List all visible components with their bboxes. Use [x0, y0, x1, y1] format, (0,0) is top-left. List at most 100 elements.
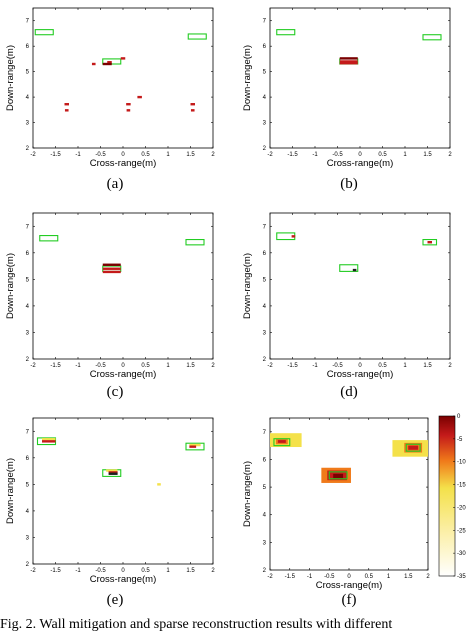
detection-point [157, 483, 161, 486]
subfigure-label-b: (b) [340, 176, 358, 192]
x-tick-label: -1.5 [50, 568, 61, 574]
target-box [422, 34, 442, 41]
y-tick-label: 5 [263, 485, 267, 491]
y-tick-label: 7 [263, 430, 267, 436]
x-tick-label: 1 [166, 363, 170, 369]
chart-svg: -2 -1.5 -1 -0.5 0 0.5 1 1.5 2 2 3 4 5 6 7 Cross-range(m… [5, 212, 215, 380]
y-tick-label: 6 [26, 456, 30, 462]
x-tick-label: -1 [75, 152, 81, 158]
y-tick-label: 6 [263, 457, 267, 463]
y-axis-label: Down-range(m) [5, 253, 16, 319]
figure-caption: Fig. 2. Wall mitigation and sparse recon… [0, 617, 393, 631]
x-tick-label: 2 [211, 568, 215, 574]
x-tick-label: -1.5 [287, 152, 298, 158]
x-axis-label: Cross-range(m) [327, 369, 394, 380]
x-tick-label: -1.5 [50, 152, 61, 158]
x-tick-label: 2 [448, 152, 452, 158]
target-box [185, 238, 205, 246]
x-tick-label: 1.5 [186, 568, 195, 574]
detection-point [64, 109, 69, 112]
x-axis-label: Cross-range(m) [90, 369, 157, 380]
y-axis-label: Down-range(m) [5, 458, 16, 524]
detection-point [189, 445, 197, 448]
detection-point [339, 62, 358, 65]
x-tick-label: -1 [75, 363, 81, 369]
x-tick-label: -0.5 [95, 152, 106, 158]
target-box [34, 29, 54, 36]
heatmap-cell [333, 473, 344, 479]
detection-point [291, 235, 296, 238]
x-tick-label: -1 [312, 363, 318, 369]
y-tick-label: 6 [263, 251, 267, 257]
colorbar-tick-label: -20 [457, 505, 466, 511]
detection-point [102, 263, 121, 266]
y-tick-label: 5 [263, 70, 267, 76]
x-axis-label: Cross-range(m) [90, 574, 157, 585]
x-tick-label: -2 [267, 152, 273, 158]
x-tick-label: 2 [426, 574, 430, 580]
x-tick-label: -2 [30, 152, 36, 158]
y-tick-label: 7 [26, 19, 30, 25]
panel-c: -2 -1.5 -1 -0.5 0 0.5 1 1.5 2 2 3 4 5 6 7 Cross-range(m… [0, 205, 237, 405]
y-tick-label: 6 [263, 44, 267, 50]
target-box [422, 238, 438, 246]
heatmap-cell [277, 440, 286, 443]
x-tick-label: 0.5 [141, 568, 150, 574]
detection-point [126, 109, 131, 112]
x-tick-label: 1.5 [423, 152, 432, 158]
detection-point [190, 103, 195, 106]
detection-point [352, 268, 357, 272]
detection-point [102, 270, 121, 274]
y-axis-label: Down-range(m) [242, 461, 253, 527]
target-box [187, 33, 207, 40]
detection-point [427, 241, 432, 244]
x-tick-label: 2 [211, 363, 215, 369]
x-tick-label: -2 [267, 574, 273, 580]
x-tick-label: -1.5 [285, 574, 296, 580]
y-tick-label: 2 [263, 357, 267, 363]
chart-svg: -2 -1.5 -1 -0.5 0 0.5 1 1.5 2 2 3 4 5 6 7 Cross-range(m… [242, 414, 466, 591]
x-tick-label: -0.5 [332, 152, 343, 158]
y-tick-label: 2 [26, 562, 30, 568]
heatmap-cell [408, 445, 419, 450]
y-tick-label: 5 [26, 482, 30, 488]
x-tick-label: -0.5 [332, 363, 343, 369]
y-tick-label: 4 [26, 304, 30, 310]
y-tick-label: 3 [26, 535, 30, 541]
plot-frame [269, 212, 451, 360]
colorbar-tick-label: -35 [457, 574, 466, 580]
panel-e: -2 -1.5 -1 -0.5 0 0.5 1 1.5 2 2 3 4 5 6 7 Cross-range(m… [0, 410, 237, 610]
chart-svg: -2 -1.5 -1 -0.5 0 0.5 1 1.5 2 2 3 4 5 6 7 Cross-range(m… [242, 7, 452, 169]
x-tick-label: 0 [121, 568, 125, 574]
plot-frame [32, 212, 214, 360]
subfigure-label-d: (d) [340, 384, 358, 400]
x-tick-label: 1 [403, 152, 407, 158]
x-tick-label: -0.5 [95, 568, 106, 574]
x-tick-label: 0.5 [378, 363, 387, 369]
y-axis-label: Down-range(m) [242, 45, 253, 111]
x-tick-label: 0.5 [141, 363, 150, 369]
y-tick-label: 3 [26, 121, 30, 127]
detection-point [64, 103, 69, 106]
y-axis-label: Down-range(m) [5, 45, 16, 111]
colorbar-tick-label: -15 [457, 483, 466, 489]
detection-point [102, 267, 121, 270]
subfigure-label-c: (c) [106, 384, 124, 400]
detection-point [190, 109, 195, 112]
colorbar-tick-label: 0 [457, 414, 461, 420]
chart-svg: -2 -1.5 -1 -0.5 0 0.5 1 1.5 2 2 3 4 5 6 7 Cross-range(m… [242, 212, 452, 380]
detection-point [108, 472, 118, 475]
detection-point [120, 57, 126, 60]
detection-point [339, 57, 358, 60]
y-tick-label: 2 [26, 357, 30, 363]
y-tick-label: 2 [263, 568, 267, 574]
x-tick-label: -1 [307, 574, 313, 580]
y-tick-label: 4 [263, 513, 267, 519]
detection-point [42, 438, 56, 441]
x-tick-label: 1.5 [423, 363, 432, 369]
target-box [339, 264, 359, 272]
x-tick-label: -2 [30, 363, 36, 369]
detection-point [42, 440, 56, 443]
x-tick-label: -1.5 [287, 363, 298, 369]
detection-point [102, 62, 112, 66]
